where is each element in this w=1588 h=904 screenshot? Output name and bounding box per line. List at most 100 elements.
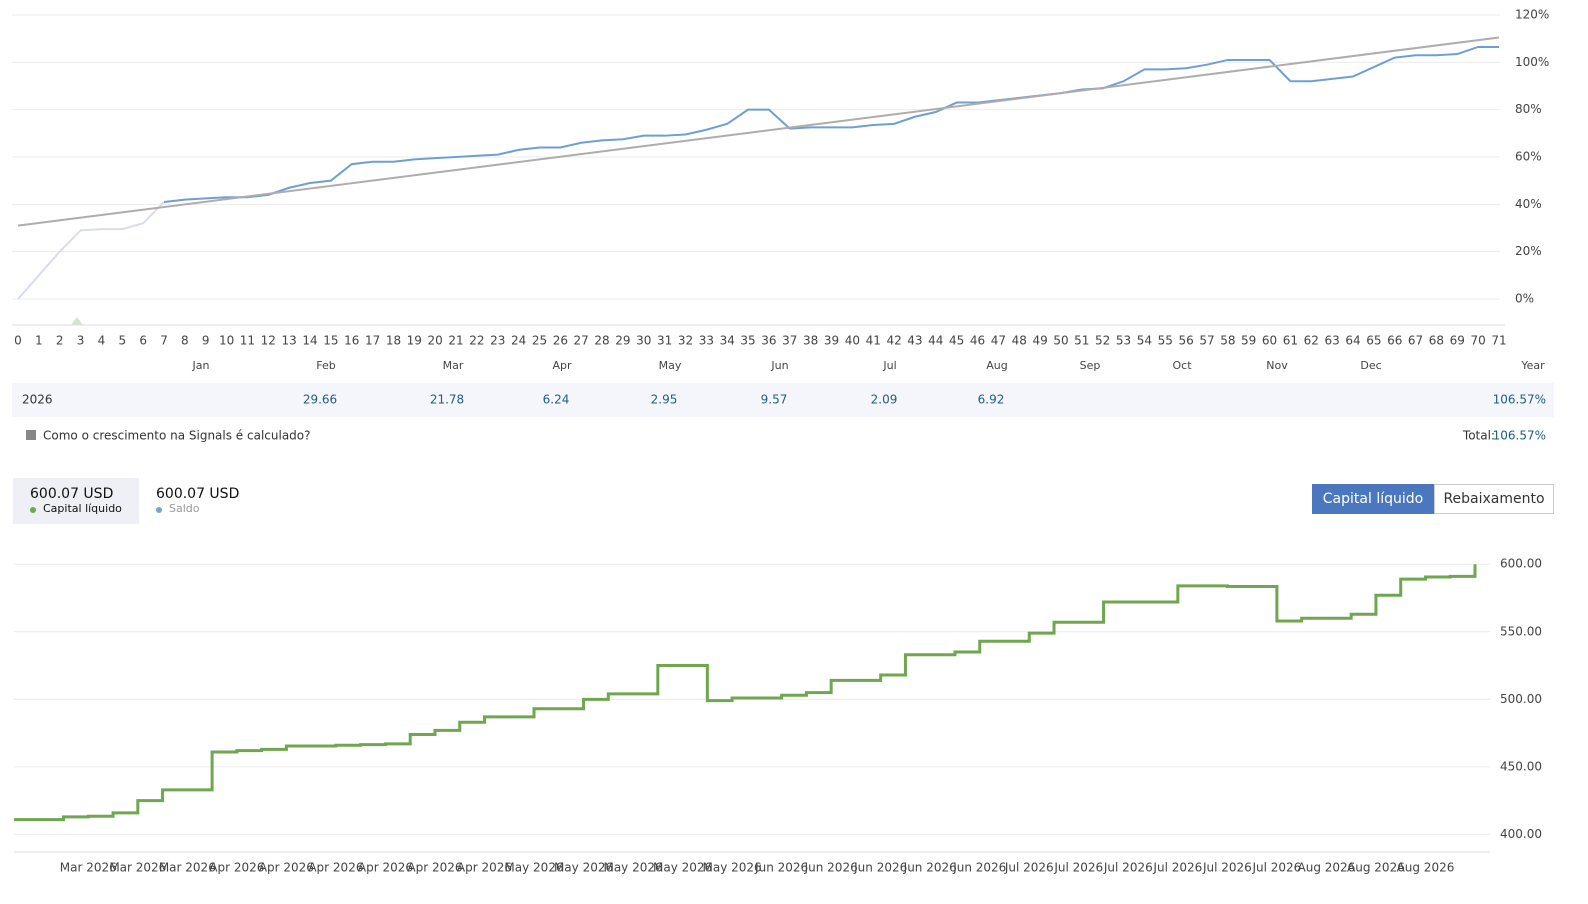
x-tick-label: 34 bbox=[720, 334, 735, 348]
x-tick-label: 18 bbox=[386, 334, 401, 348]
x-tick-label: 71 bbox=[1491, 334, 1506, 348]
y-tick-label: 60% bbox=[1515, 149, 1542, 163]
table-cell: 106.57% bbox=[1493, 393, 1546, 407]
y-tick-label: 80% bbox=[1515, 102, 1542, 116]
x-tick-label: 67 bbox=[1408, 334, 1423, 348]
y-tick-label: 100% bbox=[1515, 55, 1549, 69]
button-label[interactable]: Rebaixamento bbox=[1443, 491, 1544, 507]
table-header: Aug bbox=[986, 359, 1007, 372]
x-tick-label: 55 bbox=[1158, 334, 1173, 348]
x-tick-label: Jul 2026 bbox=[1152, 861, 1202, 875]
x-tick-label: May 2026 bbox=[603, 861, 662, 875]
button-label[interactable]: Capital líquido bbox=[1323, 491, 1423, 507]
table-cell: 6.92 bbox=[978, 393, 1005, 407]
table-header: Dec bbox=[1360, 359, 1381, 372]
x-tick-label: 39 bbox=[824, 334, 839, 348]
table-header: Apr bbox=[552, 359, 572, 372]
x-tick-label: 17 bbox=[365, 334, 380, 348]
x-tick-label: 36 bbox=[761, 334, 776, 348]
table-header: Oct bbox=[1172, 359, 1192, 372]
x-tick-label: 47 bbox=[991, 334, 1006, 348]
legend-value: 600.07 USD bbox=[30, 486, 113, 502]
x-tick-label: 21 bbox=[448, 334, 463, 348]
table-header: Feb bbox=[316, 359, 335, 372]
y-tick-label: 40% bbox=[1515, 197, 1542, 211]
x-tick-label: Jun 2026 bbox=[853, 861, 907, 875]
x-tick-label: Jul 2026 bbox=[1202, 861, 1252, 875]
x-tick-label: 27 bbox=[574, 334, 589, 348]
marker bbox=[71, 317, 83, 325]
button-active[interactable] bbox=[1312, 484, 1434, 514]
legend-dot bbox=[30, 507, 36, 513]
x-tick-label: 5 bbox=[118, 334, 126, 348]
table-header: Year bbox=[1520, 359, 1545, 372]
trend-line bbox=[17, 36, 1500, 227]
x-tick-label: Jun 2026 bbox=[754, 861, 808, 875]
y-tick-label: 450.00 bbox=[1500, 759, 1542, 773]
y-tick-label: 500.00 bbox=[1500, 692, 1542, 706]
x-tick-label: Mar 2026 bbox=[159, 861, 216, 875]
x-tick-label: 13 bbox=[282, 334, 297, 348]
x-tick-label: 52 bbox=[1095, 334, 1110, 348]
table-cell: 2.95 bbox=[651, 393, 678, 407]
button[interactable] bbox=[1434, 484, 1554, 514]
x-tick-label: Aug 2026 bbox=[1397, 861, 1455, 875]
x-tick-label: 62 bbox=[1304, 334, 1319, 348]
help-link[interactable]: Como o crescimento na Signals é calculad… bbox=[43, 429, 311, 443]
x-tick-label: 6 bbox=[139, 334, 147, 348]
table-header: Jan bbox=[192, 359, 210, 372]
x-tick-label: Apr 2026 bbox=[209, 861, 264, 875]
x-tick-label: 45 bbox=[949, 334, 964, 348]
x-tick-label: 63 bbox=[1324, 334, 1339, 348]
x-tick-label: Aug 2026 bbox=[1347, 861, 1405, 875]
x-tick-label: 33 bbox=[699, 334, 714, 348]
x-tick-label: Jul 2026 bbox=[1004, 861, 1054, 875]
x-tick-label: 70 bbox=[1471, 334, 1486, 348]
table-cell: 2.09 bbox=[871, 393, 898, 407]
x-tick-label: Mar 2026 bbox=[60, 861, 117, 875]
equity-line bbox=[14, 564, 1477, 822]
x-tick-label: 69 bbox=[1450, 334, 1465, 348]
table-header: Sep bbox=[1080, 359, 1101, 372]
y-tick-label: 120% bbox=[1515, 8, 1549, 22]
x-tick-label: May 2026 bbox=[703, 861, 762, 875]
x-tick-label: 61 bbox=[1283, 334, 1298, 348]
x-tick-label: May 2026 bbox=[653, 861, 712, 875]
table-header: Jun bbox=[770, 359, 788, 372]
x-tick-label: May 2026 bbox=[554, 861, 613, 875]
x-tick-label: 68 bbox=[1429, 334, 1444, 348]
x-tick-label: 66 bbox=[1387, 334, 1402, 348]
x-tick-label: 15 bbox=[323, 334, 338, 348]
x-tick-label: Apr 2026 bbox=[457, 861, 512, 875]
x-tick-label: 19 bbox=[407, 334, 422, 348]
y-tick-label: 20% bbox=[1515, 244, 1542, 258]
growth-line bbox=[17, 201, 165, 300]
x-tick-label: 23 bbox=[490, 334, 505, 348]
x-tick-label: Jul 2026 bbox=[1251, 861, 1301, 875]
x-tick-label: 0 bbox=[14, 334, 22, 348]
x-tick-label: 54 bbox=[1137, 334, 1152, 348]
x-tick-label: 26 bbox=[553, 334, 568, 348]
y-tick-label: 400.00 bbox=[1500, 827, 1542, 841]
x-tick-label: 2 bbox=[56, 334, 64, 348]
x-tick-label: 11 bbox=[240, 334, 255, 348]
x-tick-label: 7 bbox=[160, 334, 168, 348]
x-tick-label: 38 bbox=[803, 334, 818, 348]
x-tick-label: 64 bbox=[1345, 334, 1360, 348]
x-tick-label: 41 bbox=[866, 334, 881, 348]
x-tick-label: 59 bbox=[1241, 334, 1256, 348]
x-tick-label: 35 bbox=[740, 334, 755, 348]
table-header: Jul bbox=[882, 359, 896, 372]
x-tick-label: 14 bbox=[302, 334, 317, 348]
y-tick-label: 0% bbox=[1515, 291, 1534, 305]
x-tick-label: Apr 2026 bbox=[407, 861, 462, 875]
legend-label: Capital líquido bbox=[43, 502, 122, 515]
table-row-year: 2026 bbox=[22, 393, 53, 407]
x-tick-label: 1 bbox=[35, 334, 43, 348]
table-row-bg bbox=[12, 383, 1554, 417]
legend-label: Saldo bbox=[169, 502, 200, 515]
x-tick-label: 20 bbox=[428, 334, 443, 348]
x-tick-label: Jun 2026 bbox=[952, 861, 1006, 875]
x-tick-label: 57 bbox=[1199, 334, 1214, 348]
